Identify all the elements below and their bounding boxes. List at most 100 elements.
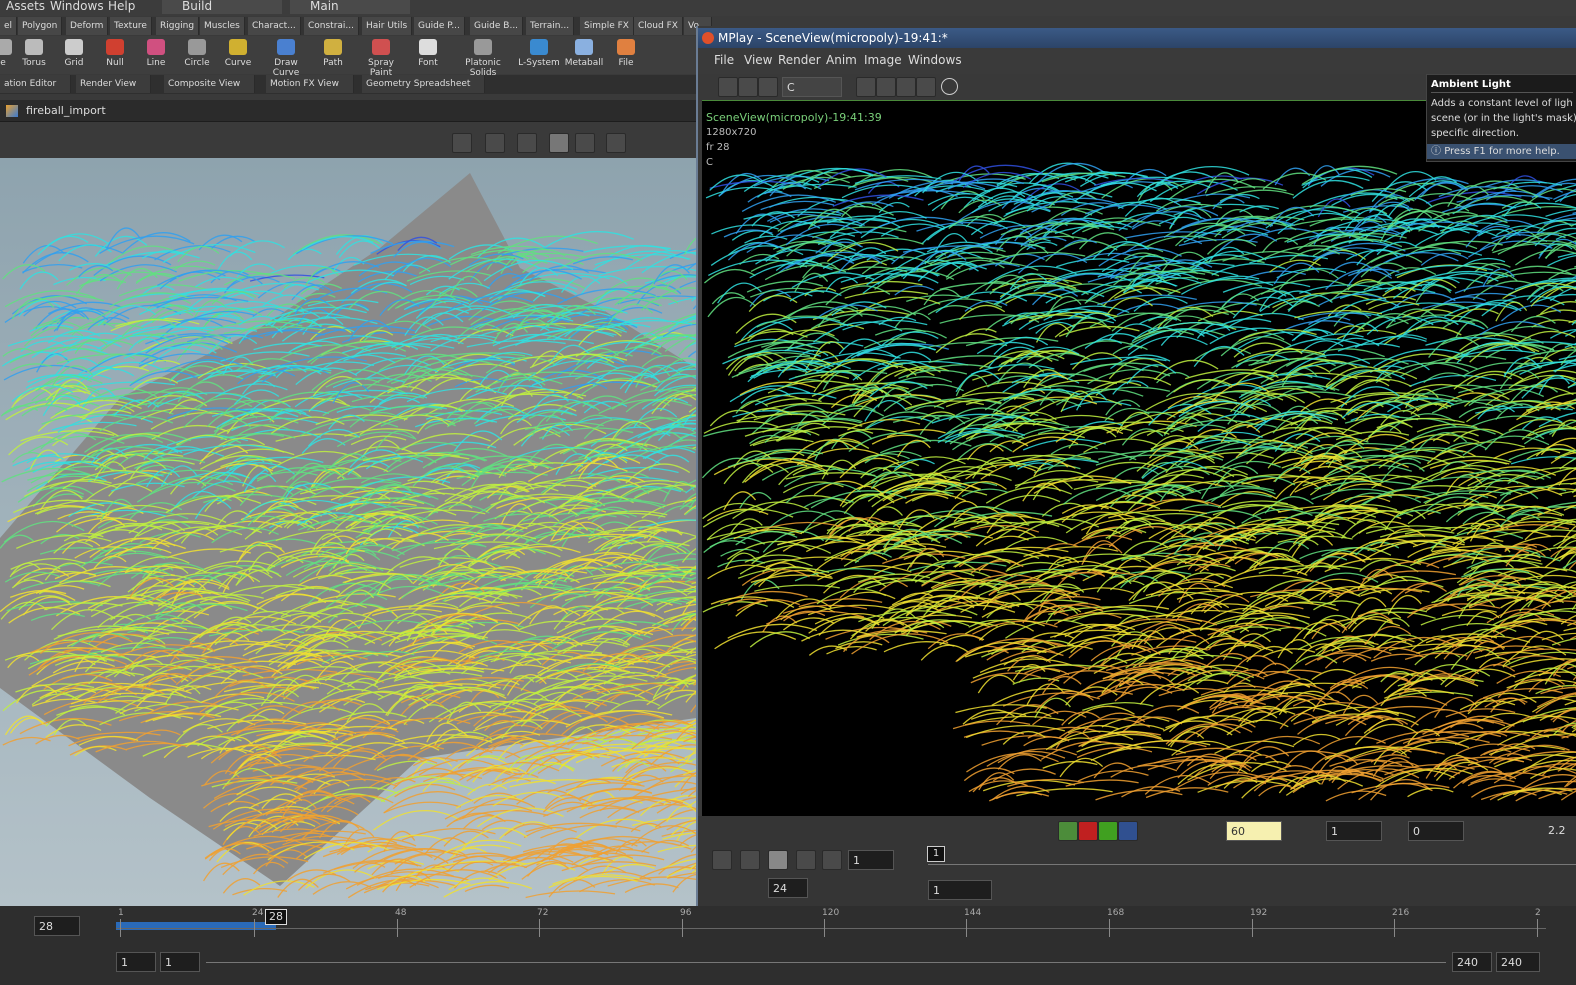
shelf-tab[interactable]: Simple FX bbox=[580, 17, 634, 35]
offset-field[interactable]: 0 bbox=[1408, 821, 1464, 841]
shelf-tab[interactable]: Hair Utils bbox=[362, 17, 413, 35]
playback-start[interactable]: 1 bbox=[160, 952, 200, 972]
shelf-tool[interactable]: Spray Paint bbox=[358, 37, 404, 78]
shelf-tool[interactable]: Null bbox=[92, 37, 138, 68]
curve bbox=[972, 665, 1061, 679]
shelf-tool[interactable]: L-System bbox=[516, 37, 562, 68]
viewport-3d[interactable] bbox=[0, 158, 696, 906]
menu-item[interactable]: Render bbox=[778, 53, 821, 67]
curve bbox=[542, 479, 597, 496]
tool-button[interactable] bbox=[606, 133, 626, 153]
shelf-tab[interactable]: Terrain... bbox=[526, 17, 575, 35]
pane-tab[interactable]: Geometry Spreadsheet bbox=[362, 75, 486, 93]
frame-marker[interactable]: 1 bbox=[927, 846, 945, 862]
tool-button[interactable] bbox=[575, 133, 595, 153]
gamma-field[interactable]: 60 bbox=[1226, 821, 1282, 841]
tool-button[interactable] bbox=[452, 133, 472, 153]
curve bbox=[1125, 650, 1204, 669]
gain-field[interactable]: 1 bbox=[1326, 821, 1382, 841]
play[interactable] bbox=[796, 850, 816, 870]
frame-field[interactable]: 1 bbox=[848, 850, 894, 870]
last-frame[interactable] bbox=[822, 850, 842, 870]
curve bbox=[1548, 267, 1576, 280]
shelf-tool[interactable]: Metaball bbox=[561, 37, 607, 68]
shelf-tool[interactable]: Draw Curve bbox=[263, 37, 309, 78]
desktop-select[interactable]: Build bbox=[162, 0, 282, 14]
info-button[interactable] bbox=[941, 78, 958, 95]
pan[interactable] bbox=[916, 77, 936, 97]
pane-tab[interactable]: Motion FX View bbox=[266, 75, 354, 93]
shelf-tool[interactable]: Font bbox=[405, 37, 451, 68]
shelf-tool[interactable]: Platonic Solids bbox=[460, 37, 506, 78]
channel-g[interactable] bbox=[1098, 821, 1118, 841]
shelf-tab[interactable]: Rigging bbox=[156, 17, 200, 35]
shelf-tab[interactable]: Constrai... bbox=[304, 17, 360, 35]
playback-end[interactable]: 240 bbox=[1452, 952, 1492, 972]
tool-button[interactable] bbox=[738, 77, 758, 97]
shelf-tool[interactable]: File bbox=[603, 37, 649, 68]
curve bbox=[871, 471, 914, 489]
shelf-tool[interactable]: Grid bbox=[51, 37, 97, 68]
shelf-tab[interactable]: Guide B... bbox=[470, 17, 524, 35]
step-back[interactable] bbox=[740, 850, 760, 870]
curve bbox=[1297, 530, 1347, 547]
tool-button[interactable] bbox=[517, 133, 537, 153]
shelf-tab[interactable]: Texture bbox=[110, 17, 152, 35]
menu-item[interactable]: Windows bbox=[908, 53, 962, 67]
mplay-scrub[interactable] bbox=[928, 864, 1576, 865]
shelf-tab[interactable]: Guide P... bbox=[414, 17, 465, 35]
tool-button[interactable] bbox=[758, 77, 778, 97]
menu-item[interactable]: Assets bbox=[6, 0, 46, 13]
menu-item[interactable]: Help bbox=[108, 0, 136, 13]
shelf-tool[interactable]: Line bbox=[133, 37, 179, 68]
shelf-tool[interactable]: Path bbox=[310, 37, 356, 68]
shelf-tab[interactable]: Deform bbox=[66, 17, 109, 35]
channel-b[interactable] bbox=[1118, 821, 1138, 841]
plane-select[interactable]: C bbox=[782, 77, 842, 97]
pane-tab[interactable]: Render View bbox=[76, 75, 152, 93]
frame-marker[interactable]: 28 bbox=[265, 909, 287, 925]
pane-tab[interactable]: Composite View bbox=[164, 75, 256, 93]
menu-item[interactable]: View bbox=[744, 53, 773, 67]
shelf-tool[interactable]: Curve bbox=[215, 37, 261, 68]
network-path[interactable]: fireball_import bbox=[26, 104, 106, 117]
curve bbox=[426, 722, 461, 743]
range-start-field[interactable]: 1 bbox=[928, 880, 992, 900]
first-frame[interactable] bbox=[712, 850, 732, 870]
curve bbox=[844, 290, 929, 299]
shelf-tool[interactable]: Circle bbox=[174, 37, 220, 68]
shelf-tab[interactable]: Muscles bbox=[200, 17, 245, 35]
curve bbox=[516, 409, 577, 423]
menu-item[interactable]: Windows bbox=[50, 0, 104, 13]
zoom-in[interactable] bbox=[856, 77, 876, 97]
mplay-image[interactable] bbox=[702, 100, 1576, 816]
pane-tab[interactable]: ation Editor bbox=[0, 75, 72, 93]
menu-item[interactable]: Image bbox=[864, 53, 902, 67]
fps-field[interactable]: 24 bbox=[768, 878, 808, 898]
channel-r[interactable] bbox=[1078, 821, 1098, 841]
menu-item[interactable]: File bbox=[714, 53, 735, 67]
shelf-tool[interactable]: Torus bbox=[11, 37, 57, 68]
tool-button[interactable] bbox=[485, 133, 505, 153]
start-frame[interactable]: 1 bbox=[116, 952, 156, 972]
shelf-tab[interactable]: Polygon bbox=[18, 17, 63, 35]
context-select[interactable]: Main bbox=[290, 0, 410, 14]
shelf-tab[interactable]: Cloud FX bbox=[634, 17, 683, 35]
channel-rgb[interactable] bbox=[1058, 821, 1078, 841]
home[interactable] bbox=[896, 77, 916, 97]
shelf-tab[interactable]: el bbox=[0, 17, 18, 35]
end-frame[interactable]: 240 bbox=[1496, 952, 1540, 972]
stop[interactable] bbox=[768, 850, 788, 870]
zoom-out[interactable] bbox=[876, 77, 896, 97]
tool-button[interactable] bbox=[549, 133, 569, 153]
shelf-tab[interactable]: Charact... bbox=[248, 17, 301, 35]
current-frame[interactable]: 28 bbox=[34, 916, 80, 936]
menu-item[interactable]: Anim bbox=[826, 53, 857, 67]
exposure-value[interactable]: 2.2 bbox=[1548, 824, 1566, 837]
curve bbox=[365, 456, 424, 470]
shelf-tool[interactable]: e bbox=[0, 37, 26, 68]
curve bbox=[905, 600, 975, 617]
tool-button[interactable] bbox=[718, 77, 738, 97]
range-bar[interactable] bbox=[206, 962, 1446, 963]
curve bbox=[898, 369, 968, 380]
